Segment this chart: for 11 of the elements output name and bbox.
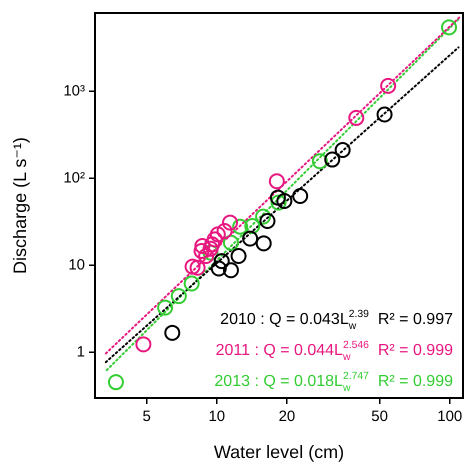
- x-axis-title: Water level (cm): [214, 442, 344, 462]
- y-tick-label: 1: [76, 344, 85, 361]
- x-tick-label: 10: [208, 408, 226, 426]
- y-tick-label: 10: [68, 256, 85, 274]
- x-tick-label: 100: [437, 408, 462, 426]
- y-tick-label: 10²: [63, 169, 85, 186]
- x-tick-label: 20: [278, 408, 296, 426]
- y-tick-label: 10³: [63, 82, 85, 100]
- x-tick-label: 50: [371, 408, 388, 426]
- x-tick-label: 5: [142, 408, 151, 426]
- y-axis-title: Discharge (L s⁻¹): [10, 137, 30, 274]
